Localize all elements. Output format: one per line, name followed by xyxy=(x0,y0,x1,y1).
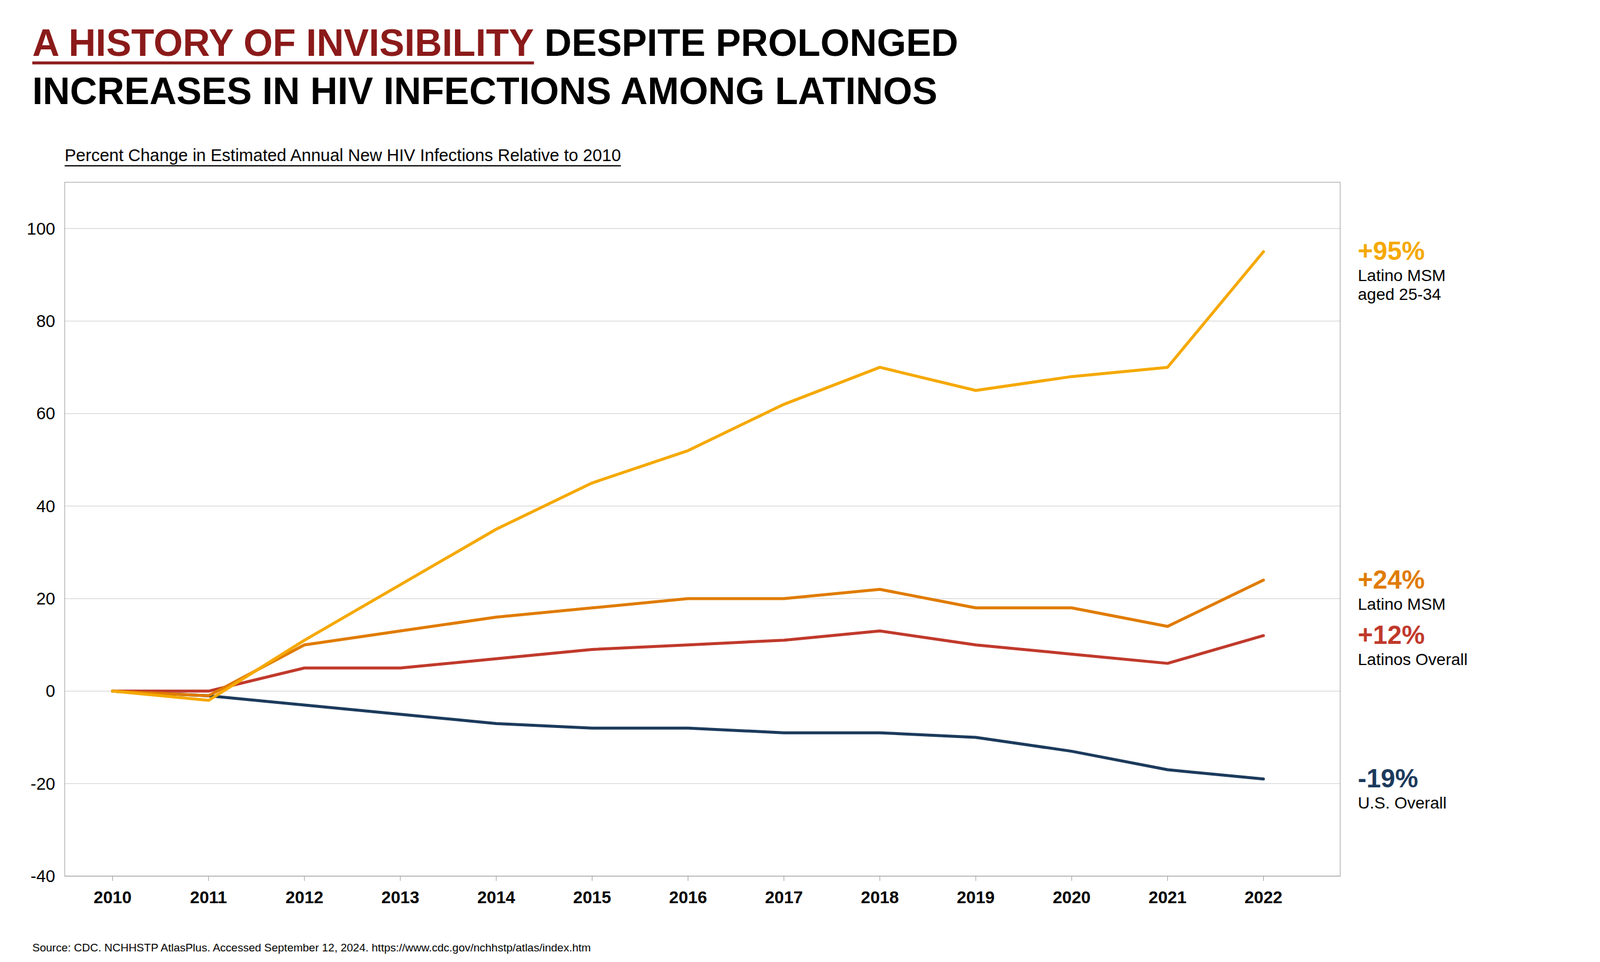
end-label: +12% xyxy=(1357,620,1425,649)
series-name-line: Latino MSM xyxy=(1357,266,1446,285)
x-tick xyxy=(1071,875,1073,881)
grid xyxy=(64,228,1341,876)
x-tick xyxy=(1167,875,1168,881)
series-name: U.S. Overall xyxy=(1357,793,1447,812)
y-tick-label: 20 xyxy=(36,588,56,608)
y-tick-label: 80 xyxy=(36,311,56,331)
y-tick-label: -40 xyxy=(30,866,56,886)
page: {"chart_data": { "type": "line", "title"… xyxy=(0,0,1600,962)
series-line xyxy=(112,580,1264,696)
x-tick-label: 2020 xyxy=(1052,887,1091,907)
x-tick xyxy=(591,875,593,881)
title-text: DESPITE PROLONGED xyxy=(533,21,959,65)
end-label: +95% xyxy=(1357,236,1425,266)
x-tick xyxy=(975,875,977,881)
y-axis: -40 -20 0 20 40 60 80 100 xyxy=(27,219,56,886)
subtitle-underline xyxy=(64,165,621,167)
chart: A HISTORY OF INVISIBILITY DESPITE PROLON… xyxy=(0,0,1600,962)
series-line xyxy=(112,690,1264,779)
series-name: Latino MSM xyxy=(1357,594,1446,614)
x-tick-label: 2022 xyxy=(1244,887,1283,907)
series-line xyxy=(112,630,1264,691)
x-tick xyxy=(687,875,689,881)
x-tick xyxy=(208,875,209,881)
title-text: INCREASES IN HIV INFECTIONS AMONG LATINO… xyxy=(32,69,938,113)
series-name: Latinos Overall xyxy=(1357,650,1468,669)
x-tick xyxy=(400,875,401,881)
x-tick xyxy=(783,875,785,881)
end-label: -19% xyxy=(1357,763,1419,793)
x-tick-label: 2017 xyxy=(764,887,803,907)
x-tick xyxy=(496,875,497,881)
series-name-line: Latinos Overall xyxy=(1357,650,1468,669)
grid-line xyxy=(64,413,1341,414)
y-tick-label: 0 xyxy=(45,681,56,701)
grid-line xyxy=(64,505,1341,507)
y-tick-label: -20 xyxy=(30,774,56,793)
series-name-line: aged 25-34 xyxy=(1357,285,1442,304)
x-tick xyxy=(879,875,880,881)
grid-line xyxy=(64,228,1341,229)
x-tick-label: 2018 xyxy=(861,887,900,907)
x-tick-label: 2010 xyxy=(93,887,132,907)
title-underline xyxy=(32,61,534,65)
series-name-line: U.S. Overall xyxy=(1357,793,1447,812)
title: A HISTORY OF INVISIBILITY DESPITE PROLON… xyxy=(32,21,959,113)
grid-line xyxy=(64,320,1341,322)
x-axis: 2010 2011 2012 2013 2014 2015 2016 2017 2018 2019… xyxy=(93,875,1282,907)
y-tick-label: 100 xyxy=(27,219,56,239)
series-line xyxy=(112,251,1264,701)
y-tick-label: 60 xyxy=(36,403,56,423)
source: Source: CDC. NCHHSTP AtlasPlus. Accessed… xyxy=(32,941,591,954)
x-tick-label: 2019 xyxy=(956,887,996,907)
grid-line xyxy=(64,690,1341,692)
x-tick-label: 2013 xyxy=(381,887,420,907)
end-label: +24% xyxy=(1357,564,1425,594)
y-tick-label: 40 xyxy=(36,496,56,516)
plot-frame xyxy=(64,182,1341,876)
end-labels: -19%U.S. Overall+12%Latinos Overall+24%L… xyxy=(1357,236,1468,812)
subtitle: Percent Change in Estimated Annual New H… xyxy=(64,145,621,165)
x-tick-label: 2011 xyxy=(189,887,227,907)
lines xyxy=(112,251,1264,779)
x-tick-label: 2021 xyxy=(1148,887,1187,907)
x-tick xyxy=(112,875,113,881)
x-tick-label: 2014 xyxy=(477,887,516,907)
title-text: A HISTORY OF INVISIBILITY xyxy=(32,21,534,65)
x-tick xyxy=(303,875,305,881)
x-tick xyxy=(1263,875,1264,881)
x-tick-label: 2012 xyxy=(285,887,324,907)
x-tick-label: 2016 xyxy=(668,887,708,907)
series-name-line: Latino MSM xyxy=(1357,594,1446,614)
x-tick-label: 2015 xyxy=(573,887,612,907)
series-name: Latino MSMaged 25-34 xyxy=(1357,266,1446,304)
grid-line xyxy=(64,782,1341,784)
